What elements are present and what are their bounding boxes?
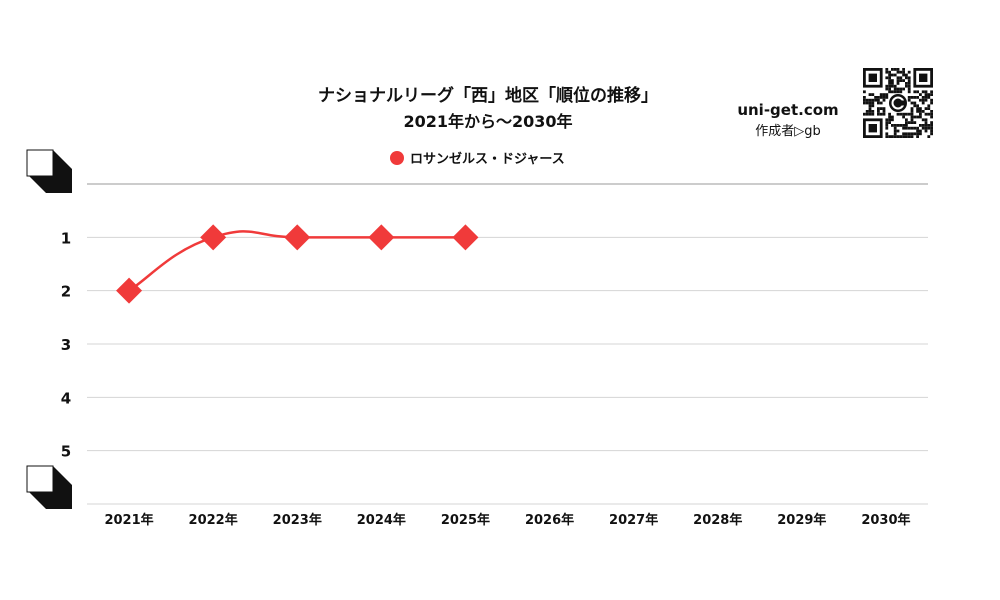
y-tick-label: 4 <box>61 389 71 407</box>
x-tick-label: 2022年 <box>189 512 238 528</box>
x-tick-label: 2027年 <box>609 512 658 528</box>
corner-block-icon <box>26 465 72 509</box>
x-tick-label: 2029年 <box>777 512 826 528</box>
site-name: uni-get.com <box>737 101 838 119</box>
data-points <box>116 224 479 304</box>
y-ticks: 1 2 3 4 5 <box>61 229 71 460</box>
x-tick-label: 2030年 <box>861 512 910 528</box>
x-ticks: 2021年 2022年 2023年 2024年 2025年 2026年 2027年 2028年… <box>104 512 910 528</box>
data-point <box>284 224 311 251</box>
y-tick-label: 2 <box>61 283 71 301</box>
corner-block-icon <box>26 149 72 193</box>
grid <box>87 183 928 505</box>
legend-label: ロサンゼルス・ドジャース <box>410 151 565 167</box>
chart-title: ナショナルリーグ「西」地区「順位の推移」 <box>318 85 658 106</box>
legend-marker <box>390 151 404 165</box>
y-tick-label: 1 <box>61 229 71 247</box>
x-tick-label: 2024年 <box>357 512 406 528</box>
y-tick-label: 5 <box>61 443 71 461</box>
x-tick-label: 2025年 <box>441 512 490 528</box>
data-point <box>368 224 395 251</box>
data-point <box>452 224 479 251</box>
data-point <box>200 224 227 251</box>
author-credit: 作成者▷gb <box>755 124 821 139</box>
legend: ロサンゼルス・ドジャース <box>390 151 565 167</box>
y-tick-label: 3 <box>61 336 71 354</box>
x-tick-label: 2023年 <box>273 512 322 528</box>
data-point <box>116 277 143 304</box>
x-tick-label: 2028年 <box>693 512 742 528</box>
chart-subtitle: 2021年から～2030年 <box>403 112 572 131</box>
qr-code-icon <box>863 68 933 138</box>
x-tick-label: 2021年 <box>104 512 153 528</box>
x-tick-label: 2026年 <box>525 512 574 528</box>
